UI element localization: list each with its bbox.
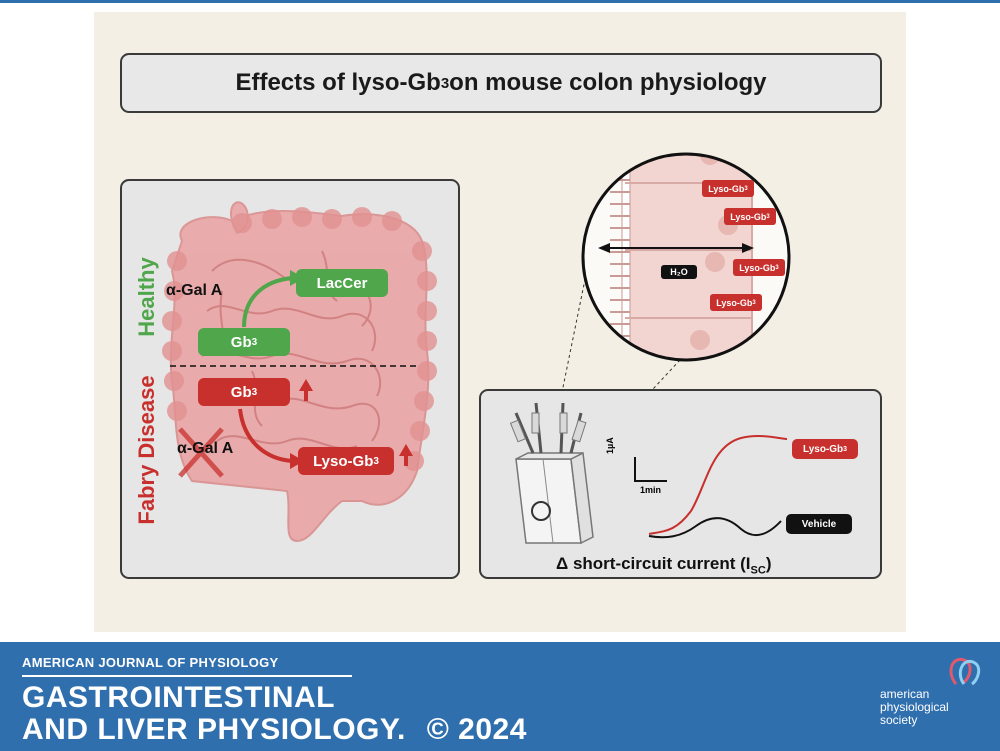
- title-main: Effects of lyso-Gb: [235, 69, 441, 96]
- alpha-gal-a-healthy: α-Gal A: [166, 282, 223, 299]
- lyso-trace-label: Lyso-Gb 3: [792, 439, 858, 459]
- lyso-gb3-text: Lyso-Gb: [313, 452, 374, 470]
- lyso-trace-text: Lyso-Gb: [802, 443, 844, 455]
- h2o-text: H₂O: [670, 267, 688, 277]
- journal-line-2: AND LIVER PHYSIOLOGY. © 2024: [22, 714, 527, 746]
- gb3-healthy-text: Gb: [230, 333, 252, 351]
- copyright: © 2024: [426, 713, 527, 746]
- aps-line-1: american: [880, 687, 930, 701]
- journal-rule: [22, 675, 352, 677]
- gb3-healthy-sub: 3: [251, 336, 258, 348]
- laccer-text: LacCer: [316, 274, 368, 292]
- alpha-gal-a-disease: α-Gal A: [177, 440, 234, 457]
- isc-main: Δ short-circuit current (I: [556, 554, 751, 573]
- lyso-trace-sub: 3: [843, 445, 848, 453]
- zoom-lyso-text-4: Lyso-Gb: [716, 297, 753, 308]
- zoom-lyso-label-3: Lyso-Gb 3: [733, 259, 785, 276]
- inhibition-x-icon: [178, 427, 224, 478]
- vehicle-trace: [648, 517, 782, 539]
- colon-panel: Healthy Fabry Disease α-Gal A α-Gal A La…: [120, 179, 460, 579]
- disease-label: Fabry Disease: [134, 375, 159, 525]
- journal-line-2-text: AND LIVER PHYSIOLOGY.: [22, 713, 406, 746]
- aps-logo-icon: [949, 657, 981, 686]
- zoom-lyso-label-2: Lyso-Gb 3: [724, 208, 776, 225]
- top-rule: [0, 0, 1000, 3]
- zoom-lyso-text-1: Lyso-Gb: [708, 183, 745, 194]
- zoom-lyso-label-4: Lyso-Gb 3: [710, 294, 762, 311]
- title-rest: on mouse colon physiology: [449, 69, 767, 96]
- gb3-disease-text: Gb: [230, 383, 252, 401]
- ussing-chamber-illustration: [509, 402, 788, 545]
- lyso-gb3-sub: 3: [373, 455, 379, 467]
- scale-x-label: 1min: [640, 485, 662, 495]
- aps-wordmark: american physiological society: [880, 688, 949, 727]
- isc-caption: Δ short-circuit current (ISC): [556, 554, 771, 576]
- scale-y-label: 1µA: [605, 437, 615, 454]
- journal-line-1: GASTROINTESTINAL: [22, 681, 335, 714]
- figure-title: Effects of lyso-Gb 3 on mouse colon physi…: [120, 53, 882, 113]
- zoom-lyso-sub-4: 3: [752, 299, 756, 306]
- title-sub: 3: [440, 74, 450, 92]
- gb3-healthy-box: Gb 3: [198, 328, 290, 356]
- vehicle-trace-text: Vehicle: [801, 518, 837, 530]
- isc-end: ): [765, 554, 772, 573]
- zoom-lyso-sub-2: 3: [766, 213, 770, 220]
- journal-top-line: AMERICAN JOURNAL OF PHYSIOLOGY: [22, 655, 279, 670]
- gb3-disease-box: Gb 3: [198, 378, 290, 406]
- colon-illustration: [162, 201, 437, 543]
- lyso-gb3-box: Lyso-Gb 3: [298, 447, 394, 475]
- ussing-panel: 1µA 1min Lyso-Gb 3 Vehicle: [479, 389, 882, 579]
- vehicle-trace-label: Vehicle: [786, 514, 852, 534]
- healthy-label: Healthy: [134, 257, 159, 337]
- zoom-lyso-sub-1: 3: [744, 185, 748, 192]
- lyso-trace: [648, 435, 788, 535]
- zoom-lyso-label-1: Lyso-Gb 3: [702, 180, 754, 197]
- journal-footer: AMERICAN JOURNAL OF PHYSIOLOGY GASTROINT…: [0, 642, 1000, 751]
- zoom-lyso-sub-3: 3: [775, 264, 779, 271]
- aps-line-2: physiological: [880, 700, 949, 714]
- isc-sub: SC: [750, 564, 766, 577]
- laccer-box: LacCer: [296, 269, 388, 297]
- zoom-lyso-text-2: Lyso-Gb: [730, 211, 767, 222]
- h2o-label: H₂O: [661, 265, 697, 279]
- gb3-disease-sub: 3: [251, 386, 258, 398]
- zoom-lyso-text-3: Lyso-Gb: [739, 262, 776, 273]
- aps-line-3: society: [880, 713, 918, 727]
